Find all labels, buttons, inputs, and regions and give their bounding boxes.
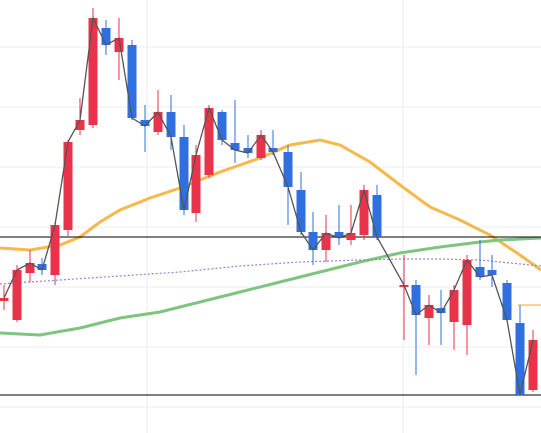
candle-body (191, 155, 201, 213)
moving-average (0, 236, 541, 337)
candle-body (75, 120, 85, 130)
candle-body (114, 38, 124, 52)
candle-body (217, 112, 227, 140)
candle-body (475, 267, 485, 277)
moving-average (0, 258, 541, 285)
candle-body (283, 152, 293, 187)
candle-body (449, 290, 459, 322)
candle-body (372, 195, 382, 237)
candle-body (321, 233, 331, 250)
candle-body (334, 232, 344, 238)
candle-body (424, 305, 434, 318)
candle-body (502, 283, 512, 320)
candle-body (243, 148, 253, 153)
candle-body (153, 112, 163, 132)
candle-body (88, 18, 98, 125)
candle-body (462, 260, 472, 325)
candle-body (63, 142, 73, 230)
candle-body (515, 323, 525, 395)
candle-body (346, 233, 356, 240)
candle-body (37, 264, 47, 270)
candle-body (25, 263, 35, 273)
candle-body (50, 225, 60, 275)
candle-body (230, 143, 240, 150)
candle-body (411, 285, 421, 315)
candle-body (359, 190, 369, 235)
moving-average (0, 138, 541, 272)
candle-body (268, 148, 278, 152)
candle-body (256, 135, 266, 158)
candle-body (127, 45, 137, 118)
candle-body (528, 340, 538, 390)
candle-body (487, 270, 497, 275)
candle-body (204, 108, 214, 175)
candle-body (140, 120, 150, 126)
candle-body (12, 270, 22, 320)
candle-body (166, 112, 176, 137)
candle-body (436, 308, 446, 313)
candle-body (101, 28, 111, 45)
candle-body (308, 232, 318, 250)
candle-body (0, 298, 9, 301)
candle-body (296, 190, 306, 232)
candle-body (179, 137, 189, 210)
close-line (3, 15, 534, 396)
